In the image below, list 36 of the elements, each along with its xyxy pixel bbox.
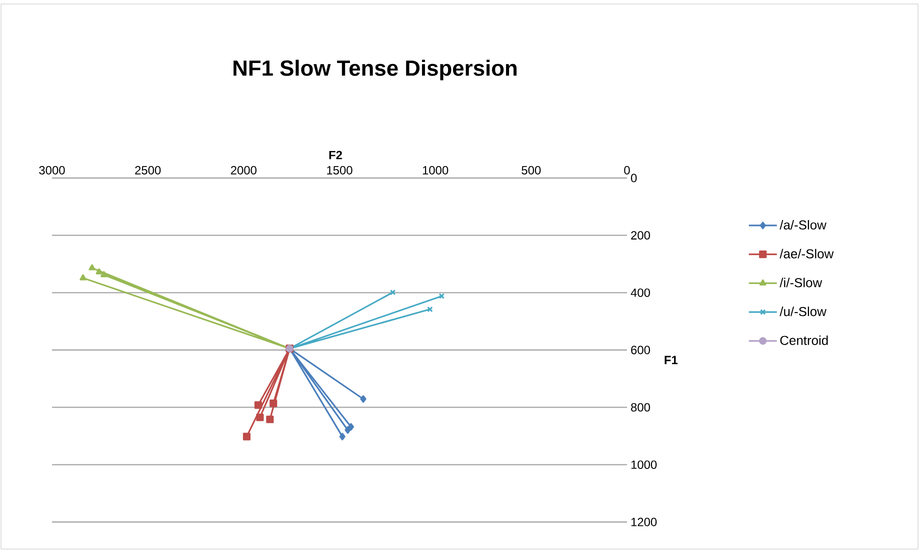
chart-title: NF1 Slow Tense Dispersion	[234, 60, 517, 80]
y-tick-label: 1200	[631, 518, 657, 526]
y-tick-label: 0	[630, 174, 637, 182]
x-tick-label: 3000	[39, 166, 65, 174]
point	[266, 416, 274, 424]
point	[344, 426, 351, 434]
y-tick-label: 800	[631, 403, 650, 412]
point	[270, 400, 278, 408]
point	[438, 293, 445, 300]
x-tick-label: 1000	[422, 166, 448, 174]
y-tick-label: 1000	[631, 460, 657, 469]
x-tick-label: 0	[624, 166, 630, 174]
point	[80, 274, 86, 280]
point	[242, 432, 251, 440]
point	[360, 395, 366, 403]
x-axis-title: F2	[329, 150, 342, 160]
x-tick-label: 500	[522, 166, 541, 174]
legend-label: /ae/-Slow	[780, 248, 834, 258]
y-tick-label: 200	[631, 231, 650, 240]
x-tick-label: 2500	[135, 166, 161, 174]
point	[348, 423, 354, 431]
legend-label: Centroid	[780, 335, 828, 345]
point	[96, 268, 103, 274]
x-tick-label: 2000	[230, 166, 256, 174]
legend-label: /u/-Slow	[780, 306, 826, 316]
legend-label: /a/-Slow	[780, 220, 826, 230]
y-axis-title: F1	[664, 356, 678, 364]
legend-label: /i/-Slow	[780, 278, 822, 288]
x-tick-label: 1500	[327, 166, 352, 174]
y-tick-label: 600	[631, 346, 650, 354]
point	[339, 432, 346, 440]
point	[256, 414, 264, 422]
y-tick-label: 400	[630, 288, 650, 297]
point	[100, 271, 108, 278]
point	[88, 264, 96, 270]
point	[254, 401, 262, 409]
